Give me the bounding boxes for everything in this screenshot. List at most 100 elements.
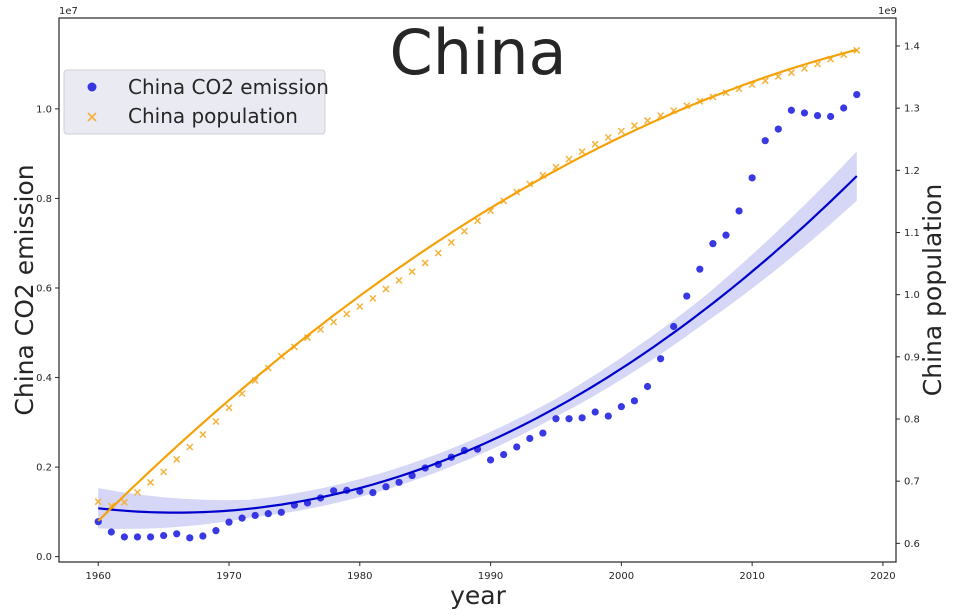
co2-point (643, 382, 652, 391)
co2-fit-confidence-band (98, 151, 857, 529)
population-point (133, 488, 141, 496)
co2-point (813, 112, 822, 120)
co2-point (526, 434, 534, 443)
left-y-tick-label: 0.8 (36, 194, 52, 205)
co2-point (604, 412, 612, 420)
population-point (434, 249, 442, 257)
x-tick-label: 2000 (609, 571, 634, 582)
right-y-tick-label: 0.8 (904, 415, 920, 426)
population-point (617, 127, 625, 135)
population-point (395, 276, 403, 284)
legend-box (63, 69, 326, 135)
population-point (120, 498, 128, 506)
right-y-tick-label: 0.9 (904, 352, 920, 363)
co2-point (800, 109, 809, 117)
co2-point (225, 518, 233, 526)
population-point (473, 217, 482, 225)
population-point (460, 227, 468, 235)
co2-point (212, 527, 220, 535)
legend-marker-co2 (87, 82, 97, 92)
co2-point (630, 397, 639, 405)
population-point (199, 431, 207, 439)
co2-point (827, 112, 835, 121)
co2-point (199, 532, 207, 540)
co2-point (761, 137, 769, 145)
co2-point (186, 534, 194, 542)
co2-point (748, 174, 756, 182)
population-point (212, 417, 220, 426)
right-axis-offset-label: 1e9 (878, 6, 897, 17)
x-tick-label: 1990 (478, 571, 503, 582)
right-y-tick-label: 1.2 (904, 166, 920, 177)
population-point (447, 238, 455, 246)
right-y-tick-label: 0.6 (904, 539, 920, 550)
co2-point (670, 322, 678, 331)
right-y-tick-label: 1.0 (904, 290, 920, 301)
legend-label-population: China population (128, 104, 298, 128)
co2-point (696, 265, 704, 273)
co2-point (330, 487, 338, 495)
left-y-tick-label: 0.4 (36, 373, 52, 384)
population-point (382, 285, 390, 293)
legend: China CO2 emission China population (63, 69, 329, 135)
co2-point (251, 511, 259, 520)
points-layer (94, 46, 861, 542)
co2-point (146, 533, 155, 541)
co2-fit-line (98, 175, 858, 514)
population-point (578, 148, 586, 156)
population-point (173, 455, 181, 463)
x-axis-label: year (450, 581, 506, 610)
co2-point (160, 531, 168, 540)
right-y-tick-label: 0.7 (904, 477, 920, 488)
co2-point (787, 106, 795, 114)
x-tick-label: 1980 (347, 571, 372, 582)
right-y-axis-label: China population (918, 184, 947, 396)
co2-point (395, 478, 403, 486)
population-point (343, 310, 351, 318)
co2-point (853, 90, 861, 99)
confidence-band-layer (98, 151, 857, 529)
co2-point (107, 528, 115, 536)
right-y-tick-label: 1.1 (904, 228, 920, 239)
population-point (186, 443, 194, 451)
population-point (303, 334, 312, 342)
population-point (94, 498, 102, 506)
left-y-tick-label: 0.0 (36, 552, 52, 563)
population-point (225, 404, 233, 412)
population-point (604, 133, 612, 141)
co2-point (513, 443, 521, 451)
co2-point (774, 125, 782, 133)
legend-population-marker-x (87, 112, 97, 122)
population-point (147, 478, 155, 486)
legend-co2-marker-dot (87, 82, 97, 92)
population-point (421, 259, 429, 267)
left-y-tick-label: 0.6 (36, 283, 52, 294)
population-point (787, 69, 795, 77)
co2-point (369, 489, 377, 497)
x-tick-label: 2010 (739, 571, 764, 582)
chart-title: China (389, 16, 566, 89)
co2-point (735, 207, 743, 215)
x-tick-label: 1970 (216, 571, 241, 582)
co2-point (552, 415, 560, 423)
left-y-tick-label: 1.0 (36, 104, 52, 115)
co2-point (133, 533, 142, 541)
co2-point (840, 104, 848, 112)
population-point (330, 318, 338, 326)
right-y-tick-label: 1.4 (904, 41, 920, 52)
population-point (369, 294, 377, 302)
co2-point (578, 414, 586, 422)
legend-label-co2: China CO2 emission (128, 75, 329, 99)
population-point (408, 268, 416, 276)
population-fit-line (97, 48, 858, 522)
plot-frame (58, 17, 897, 563)
co2-point (656, 355, 665, 363)
left-axis-offset-label: 1e7 (59, 6, 78, 17)
co2-point (120, 533, 128, 541)
co2-point (591, 408, 599, 416)
co2-point (238, 514, 246, 522)
co2-point (486, 456, 495, 464)
population-point (591, 140, 599, 148)
co2-point (617, 403, 625, 411)
x-tick-label: 2020 (870, 571, 895, 582)
